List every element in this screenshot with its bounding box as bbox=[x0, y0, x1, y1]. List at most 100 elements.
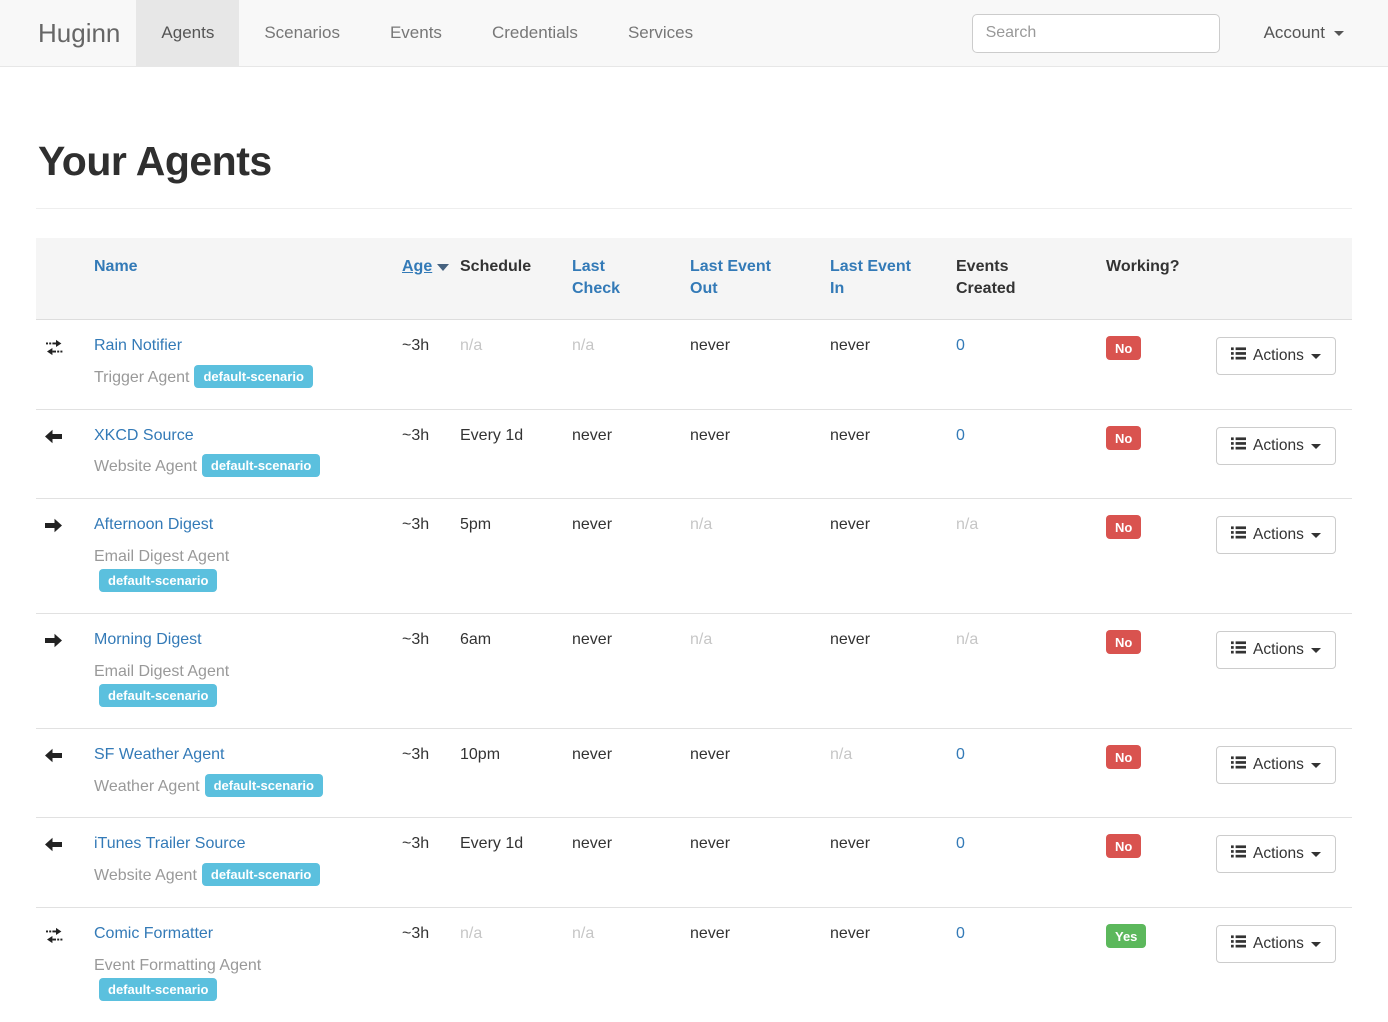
last-event-in-value: never bbox=[830, 630, 871, 648]
page-title: Your Agents bbox=[38, 138, 272, 184]
nav-item-services[interactable]: Services bbox=[627, 23, 694, 42]
nav-item-scenarios[interactable]: Scenarios bbox=[264, 23, 340, 42]
events-created-cell: 0 bbox=[948, 408, 1098, 499]
last-event-in-value: never bbox=[830, 515, 871, 533]
working-cell: No bbox=[1098, 408, 1208, 499]
age-value: ~3h bbox=[402, 745, 430, 763]
navbar: Huginn Agents Scenarios Events Credentials S… bbox=[0, 0, 1388, 67]
sort-by-name-link[interactable]: Name bbox=[94, 258, 138, 275]
last-event-out-value: never bbox=[690, 835, 731, 853]
events-created-link[interactable]: 0 bbox=[956, 337, 965, 355]
last-check-value: n/a bbox=[572, 337, 595, 355]
nav-item-credentials[interactable]: Credentials bbox=[491, 23, 578, 42]
schedule-value: 6am bbox=[460, 630, 492, 648]
sort-by-last-event-in-link[interactable]: Last Event In bbox=[830, 258, 911, 297]
events-created-link[interactable]: 0 bbox=[956, 426, 965, 444]
scenario-badge[interactable]: default-scenario bbox=[99, 684, 218, 708]
last-event-out-cell: never bbox=[682, 906, 822, 1022]
working-cell: No bbox=[1098, 727, 1208, 818]
actions-button[interactable]: Actions bbox=[1216, 630, 1336, 669]
list-icon bbox=[1231, 756, 1246, 774]
actions-button[interactable]: Actions bbox=[1216, 515, 1336, 554]
working-cell: No bbox=[1098, 612, 1208, 729]
nav-item-agents[interactable]: Agents bbox=[136, 0, 240, 66]
events-created-cell: 0 bbox=[948, 727, 1098, 818]
agent-name-link[interactable]: XKCD Source bbox=[94, 426, 194, 444]
sort-by-last-event-out-link[interactable]: Last Event Out bbox=[690, 258, 771, 297]
agent-name-link[interactable]: Morning Digest bbox=[94, 630, 202, 648]
brand-logo[interactable]: Huginn bbox=[38, 17, 121, 48]
last-check-cell: never bbox=[564, 497, 682, 614]
events-created-link[interactable]: 0 bbox=[956, 745, 965, 763]
events-created-link[interactable]: 0 bbox=[956, 835, 965, 853]
schedule-cell: Every 1d bbox=[452, 817, 564, 908]
last-check-value: never bbox=[572, 835, 613, 853]
schedule-value: Every 1d bbox=[460, 426, 524, 444]
age-value: ~3h bbox=[402, 337, 430, 355]
scenario-badge[interactable]: default-scenario bbox=[99, 978, 218, 1002]
agent-subtitle: Email Digest Agent default-scenario bbox=[94, 544, 346, 595]
agent-subtitle: Trigger Agent default-scenario bbox=[94, 364, 346, 391]
actions-button-label: Actions bbox=[1253, 755, 1304, 773]
exchange-arrows-icon bbox=[45, 339, 78, 356]
agent-subtitle: Website Agent default-scenario bbox=[94, 863, 346, 889]
chevron-down-icon bbox=[1310, 443, 1321, 449]
working-badge: No bbox=[1106, 834, 1142, 859]
age-cell: ~3h bbox=[394, 320, 452, 409]
age-cell: ~3h bbox=[394, 906, 452, 1022]
last-event-in-value: never bbox=[830, 426, 871, 444]
scenario-badge[interactable]: default-scenario bbox=[194, 364, 313, 388]
chevron-down-icon bbox=[1310, 532, 1321, 538]
last-event-in-cell: never bbox=[822, 497, 948, 614]
account-menu[interactable]: Account bbox=[1264, 23, 1344, 43]
agent-name-link[interactable]: iTunes Trailer Source bbox=[94, 835, 246, 853]
agent-type-label: Event Formatting Agent bbox=[94, 956, 262, 974]
nav-item-events[interactable]: Events bbox=[389, 23, 442, 42]
agent-row: XKCD Source Website Agent default-scenario… bbox=[36, 408, 1352, 499]
actions-button[interactable]: Actions bbox=[1216, 337, 1336, 376]
last-event-out-value: never bbox=[690, 337, 731, 355]
sort-by-age-link[interactable]: Age bbox=[402, 258, 433, 275]
sort-by-last-check-link[interactable]: Last Check bbox=[572, 258, 621, 297]
scenario-badge[interactable]: default-scenario bbox=[99, 569, 218, 593]
list-icon bbox=[1231, 935, 1246, 953]
last-check-value: never bbox=[572, 426, 613, 444]
agent-name-link[interactable]: Comic Formatter bbox=[94, 924, 214, 942]
search-input[interactable] bbox=[971, 13, 1220, 53]
age-value: ~3h bbox=[402, 630, 430, 648]
actions-button[interactable]: Actions bbox=[1216, 745, 1336, 784]
agent-name-link[interactable]: Rain Notifier bbox=[94, 337, 183, 355]
actions-button[interactable]: Actions bbox=[1216, 426, 1336, 465]
schedule-value: 10pm bbox=[460, 745, 501, 763]
scenario-badge[interactable]: default-scenario bbox=[204, 773, 323, 797]
agent-name-link[interactable]: Afternoon Digest bbox=[94, 515, 214, 533]
header-actions-column bbox=[1208, 238, 1352, 321]
actions-button-label: Actions bbox=[1253, 845, 1304, 863]
agent-subtitle: Website Agent default-scenario bbox=[94, 454, 346, 480]
last-event-in-value: n/a bbox=[830, 745, 853, 763]
agent-name-link[interactable]: SF Weather Agent bbox=[94, 745, 225, 763]
agent-subtitle: Event Formatting Agent default-scenario bbox=[94, 953, 346, 1004]
last-event-in-cell: never bbox=[822, 408, 948, 499]
arrow-left-icon bbox=[45, 837, 78, 852]
actions-button[interactable]: Actions bbox=[1216, 924, 1336, 963]
agent-subtitle: Weather Agent default-scenario bbox=[94, 773, 346, 800]
last-event-in-cell: never bbox=[822, 320, 948, 409]
agent-type-label: Website Agent bbox=[94, 867, 197, 885]
list-icon bbox=[1231, 436, 1246, 455]
arrow-right-icon bbox=[45, 518, 78, 533]
working-badge: No bbox=[1106, 629, 1142, 654]
scenario-badge[interactable]: default-scenario bbox=[201, 454, 321, 478]
last-event-out-value: n/a bbox=[690, 630, 713, 648]
divider bbox=[36, 208, 1352, 209]
age-cell: ~3h bbox=[394, 497, 452, 614]
schedule-cell: n/a bbox=[452, 320, 564, 409]
age-cell: ~3h bbox=[394, 727, 452, 818]
agent-type-label: Website Agent bbox=[94, 458, 197, 476]
actions-button[interactable]: Actions bbox=[1216, 835, 1336, 874]
scenario-badge[interactable]: default-scenario bbox=[201, 863, 321, 887]
working-cell: No bbox=[1098, 320, 1208, 409]
events-created-link[interactable]: 0 bbox=[956, 924, 965, 942]
events-created-cell: 0 bbox=[948, 817, 1098, 908]
schedule-value: n/a bbox=[460, 337, 483, 355]
